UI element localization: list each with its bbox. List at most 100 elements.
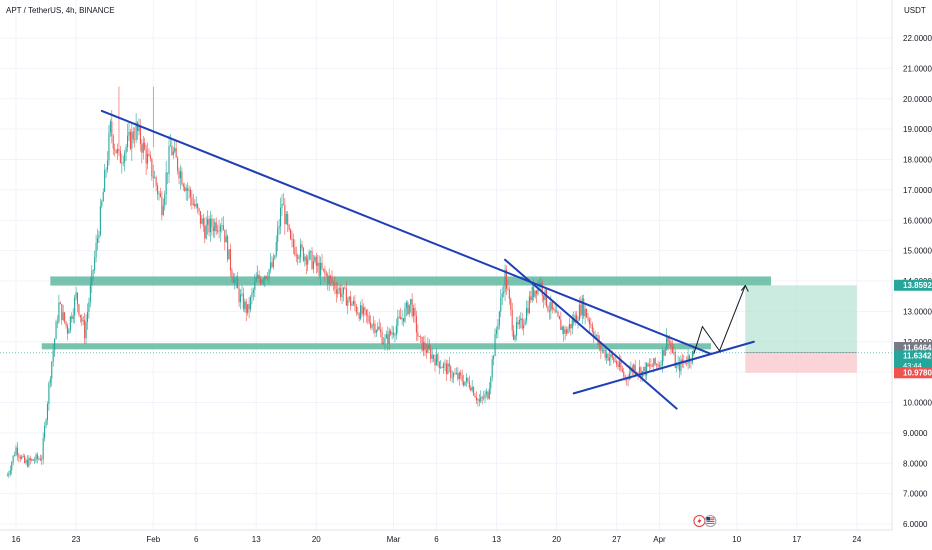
candle-body [438,361,440,368]
time-axis[interactable]: 16 23 Feb 6 13 20 Mar 6 13 20 27 Apr 10 17 24 [0,529,892,544]
stop-zone[interactable] [745,352,857,373]
candle-body [139,126,141,145]
candle-body [144,142,146,150]
candle-body [105,169,107,171]
price-axis-bg[interactable] [892,0,932,550]
candle-body [671,346,673,353]
candle-body [154,177,156,179]
candle-body [663,349,665,356]
candle-body [267,277,269,279]
candle-body [423,342,425,351]
candle-body [375,330,377,333]
candle-body [345,288,347,306]
candle-body [531,286,533,301]
target-zone[interactable] [745,285,857,353]
candle-body [219,225,222,232]
candle-body [680,359,682,372]
candle-body [650,364,652,367]
candle-body [71,316,73,320]
time-tick-label: 27 [612,535,621,544]
trend-lines[interactable] [100,109,755,410]
candle-body [157,185,159,194]
candle-body [235,278,237,280]
candle-body [49,378,51,384]
price-axis[interactable]: USDT6.00007.00008.00009.000010.000011.00… [891,0,932,550]
candle-body [187,188,189,191]
position-tool[interactable] [0,285,892,373]
trend-line[interactable] [572,340,755,395]
price-tag [894,279,932,291]
candle-body [513,330,515,340]
candle-body [401,318,403,320]
candle-body [474,395,476,398]
candle-body [576,314,578,322]
candle-body [15,447,17,456]
candle-body [238,288,240,303]
candle-body [555,311,558,313]
candle-body [321,262,323,269]
candle-body [607,353,609,361]
flag-icon[interactable] [704,515,717,527]
candle-body [292,239,294,248]
candle-body [361,305,363,315]
price-tag-value: 11.6342 [903,352,932,361]
candle-body [155,177,157,186]
candle-body [352,301,355,304]
time-tick-label: 20 [312,535,321,544]
event-icons[interactable] [693,515,717,527]
candle-body [674,351,676,368]
candle-body [75,292,77,298]
lightning-glyph [697,517,702,525]
candle-body [348,296,350,300]
time-tick-label: Feb [146,535,160,544]
candle-body [328,275,330,285]
trend-line[interactable] [504,258,678,410]
candle-body [239,294,242,303]
candle-body [194,203,196,207]
candle-body [518,320,520,325]
projection-path[interactable] [693,285,746,355]
candle-body [427,344,429,353]
lightning-icon[interactable] [693,515,706,527]
candle-body [198,208,200,212]
time-tick-label: 13 [492,535,501,544]
candle-body [365,309,367,316]
candle-body [231,270,233,278]
candle-body [678,362,681,372]
candle-body [304,256,306,261]
candle-body [673,351,675,353]
candle-body [171,145,173,156]
candle-body [538,283,540,286]
candle-body [322,268,324,270]
candle-body [188,189,190,191]
candle-body [543,295,545,301]
candle-body [215,222,217,232]
trend-line[interactable] [100,109,712,355]
candle-body [521,318,523,329]
candle-body [285,213,287,225]
candle-body [418,336,420,338]
candle-body [131,131,133,149]
candle-body [591,324,593,332]
candle-body [445,363,447,375]
candle-body [350,296,352,306]
candle-body [500,297,502,312]
candle-body [548,310,550,312]
candle-body [491,359,493,378]
candle-body [515,322,518,336]
candle-body [430,348,432,359]
candle-body [174,148,176,152]
candle-body [45,420,47,427]
candle-body [121,162,123,164]
candle-body [22,455,24,457]
candle-body [261,280,263,284]
candle-body [205,224,207,239]
candle-body [232,277,234,283]
candle-body [658,365,661,367]
candle-body [209,218,212,233]
price-tag [894,341,932,353]
candle-body [281,204,283,208]
candle-body [108,132,110,161]
zones [41,276,772,350]
